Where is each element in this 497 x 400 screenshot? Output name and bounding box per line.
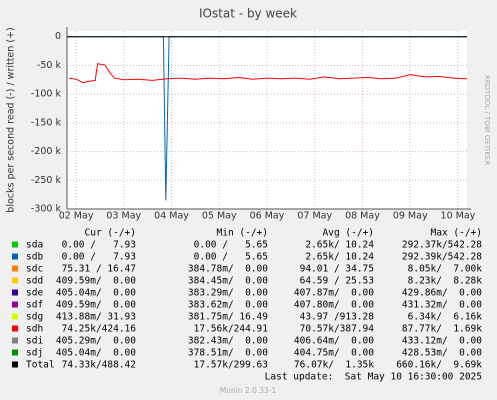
stat-value: 76.07k/ 1.35k — [294, 360, 374, 371]
legend-swatch — [12, 277, 18, 284]
stat-value: 382.43m/ 0.00 — [188, 336, 268, 347]
side-label: RRDTOOL / TOBI OETIKER — [483, 75, 491, 165]
legend-name: sde — [26, 288, 43, 299]
legend-swatch — [12, 289, 18, 296]
stat-value: 381.75m/ 16.49 — [188, 312, 268, 323]
stat-value: 292.39k/542.28 — [402, 252, 482, 263]
x-tick-label: 06 May — [250, 211, 285, 222]
chart-title: IOstat - by week — [199, 7, 297, 21]
last-update: Last update: Sat May 10 16:30:00 2025 — [265, 372, 482, 383]
x-tick-label: 03 May — [106, 211, 141, 222]
stat-header: Min (-/+) — [217, 228, 268, 239]
plot-area — [67, 31, 467, 209]
stat-value: 384.45m/ 0.00 — [188, 276, 268, 287]
stat-value: 431.32m/ 0.00 — [402, 300, 482, 311]
legend-swatch — [12, 313, 18, 320]
legend-swatch — [12, 337, 18, 344]
stat-value: 406.64m/ 0.00 — [294, 336, 374, 347]
legend-swatch — [12, 265, 18, 272]
stat-value: 2.65k/ 10.24 — [305, 240, 374, 251]
stat-value: 383.29m/ 0.00 — [188, 288, 268, 299]
y-tick-label: -100 k — [31, 89, 62, 100]
x-tick-label: 05 May — [202, 211, 237, 222]
stat-value: 2.65k/ 10.24 — [305, 252, 374, 263]
legend-name: Total — [26, 360, 55, 371]
stat-value: 405.04m/ 0.00 — [56, 348, 136, 359]
stat-value: 407.80m/ 0.00 — [294, 300, 374, 311]
stat-value: 70.57k/387.94 — [300, 324, 375, 335]
stat-value: 0.00 / 7.93 — [62, 240, 136, 251]
stat-value: 0.00 / 5.65 — [194, 252, 268, 263]
stat-value: 383.62m/ 0.00 — [188, 300, 268, 311]
stat-header: Cur (-/+) — [85, 228, 136, 239]
stat-value: 87.77k/ 1.69k — [402, 324, 482, 335]
stat-value: 8.23k/ 8.28k — [408, 276, 483, 287]
legend-swatch — [12, 325, 18, 332]
y-tick-label: 0 — [55, 31, 61, 42]
legend-swatch — [12, 361, 18, 368]
legend-name: sdg — [26, 312, 43, 323]
stat-value: 75.31 / 16.47 — [62, 264, 136, 275]
stat-value: 292.37k/542.28 — [402, 240, 482, 251]
legend-name: sdh — [26, 324, 43, 335]
x-tick-label: 08 May — [345, 211, 380, 222]
legend-name: sdj — [26, 348, 43, 359]
stat-value: 94.01 / 34.75 — [300, 264, 374, 275]
stat-value: 8.05k/ 7.00k — [408, 264, 483, 275]
legend-swatch — [12, 349, 18, 356]
y-tick-label: -250 k — [31, 175, 62, 186]
stat-value: 74.25k/424.16 — [62, 324, 137, 335]
stat-value: 74.33k/488.42 — [62, 360, 136, 371]
legend-name: sdb — [26, 252, 43, 263]
y-tick-label: -50 k — [37, 60, 62, 71]
y-tick-label: -150 k — [31, 117, 62, 128]
y-axis-label: blocks per second read (-) / written (+) — [6, 27, 17, 212]
stat-value: 404.75m/ 0.00 — [294, 348, 374, 359]
x-tick-label: 02 May — [59, 211, 94, 222]
stat-value: 428.53m/ 0.00 — [402, 348, 482, 359]
legend-name: sda — [26, 240, 43, 251]
stat-value: 43.97 /913.28 — [300, 312, 375, 323]
stat-value: 433.12m/ 0.00 — [402, 336, 482, 347]
stat-value: 64.59 / 25.53 — [300, 276, 374, 287]
x-tick-label: 04 May — [154, 211, 189, 222]
stat-value: 407.87m/ 0.00 — [294, 288, 374, 299]
stat-value: 429.86m/ 0.00 — [402, 288, 482, 299]
legend-name: sdd — [26, 276, 43, 287]
stat-value: 409.59m/ 0.00 — [56, 276, 136, 287]
legend-name: sdf — [26, 300, 43, 311]
stat-value: 17.56k/244.91 — [194, 324, 269, 335]
stat-value: 17.57k/299.63 — [194, 360, 268, 371]
stat-value: 405.29m/ 0.00 — [56, 336, 136, 347]
stat-value: 0.00 / 5.65 — [194, 240, 268, 251]
stat-header: Avg (-/+) — [323, 228, 374, 239]
legend-swatch — [12, 253, 18, 260]
stat-header: Max (-/+) — [431, 228, 482, 239]
legend-swatch — [12, 301, 18, 308]
legend-swatch — [12, 241, 18, 248]
stat-value: 413.88m/ 31.93 — [56, 312, 136, 323]
footer: Munin 2.0.33-1 — [220, 386, 277, 395]
stat-value: 405.04m/ 0.00 — [56, 288, 136, 299]
stat-value: 378.51m/ 0.00 — [188, 348, 268, 359]
x-tick-label: 07 May — [297, 211, 332, 222]
stat-value: 660.16k/ 9.69k — [396, 360, 482, 371]
stat-value: 409.59m/ 0.00 — [56, 300, 136, 311]
stat-value: 384.78m/ 0.00 — [188, 264, 268, 275]
x-tick-label: 09 May — [393, 211, 428, 222]
y-tick-label: -200 k — [31, 146, 62, 157]
y-tick-label: -300 k — [31, 204, 62, 215]
x-tick-label: 10 May — [441, 211, 476, 222]
legend-name: sdi — [26, 336, 43, 347]
stat-value: 0.00 / 7.93 — [62, 252, 136, 263]
series-line — [68, 63, 468, 84]
legend-name: sdc — [26, 264, 43, 275]
stat-value: 6.34k/ 6.16k — [408, 312, 483, 323]
